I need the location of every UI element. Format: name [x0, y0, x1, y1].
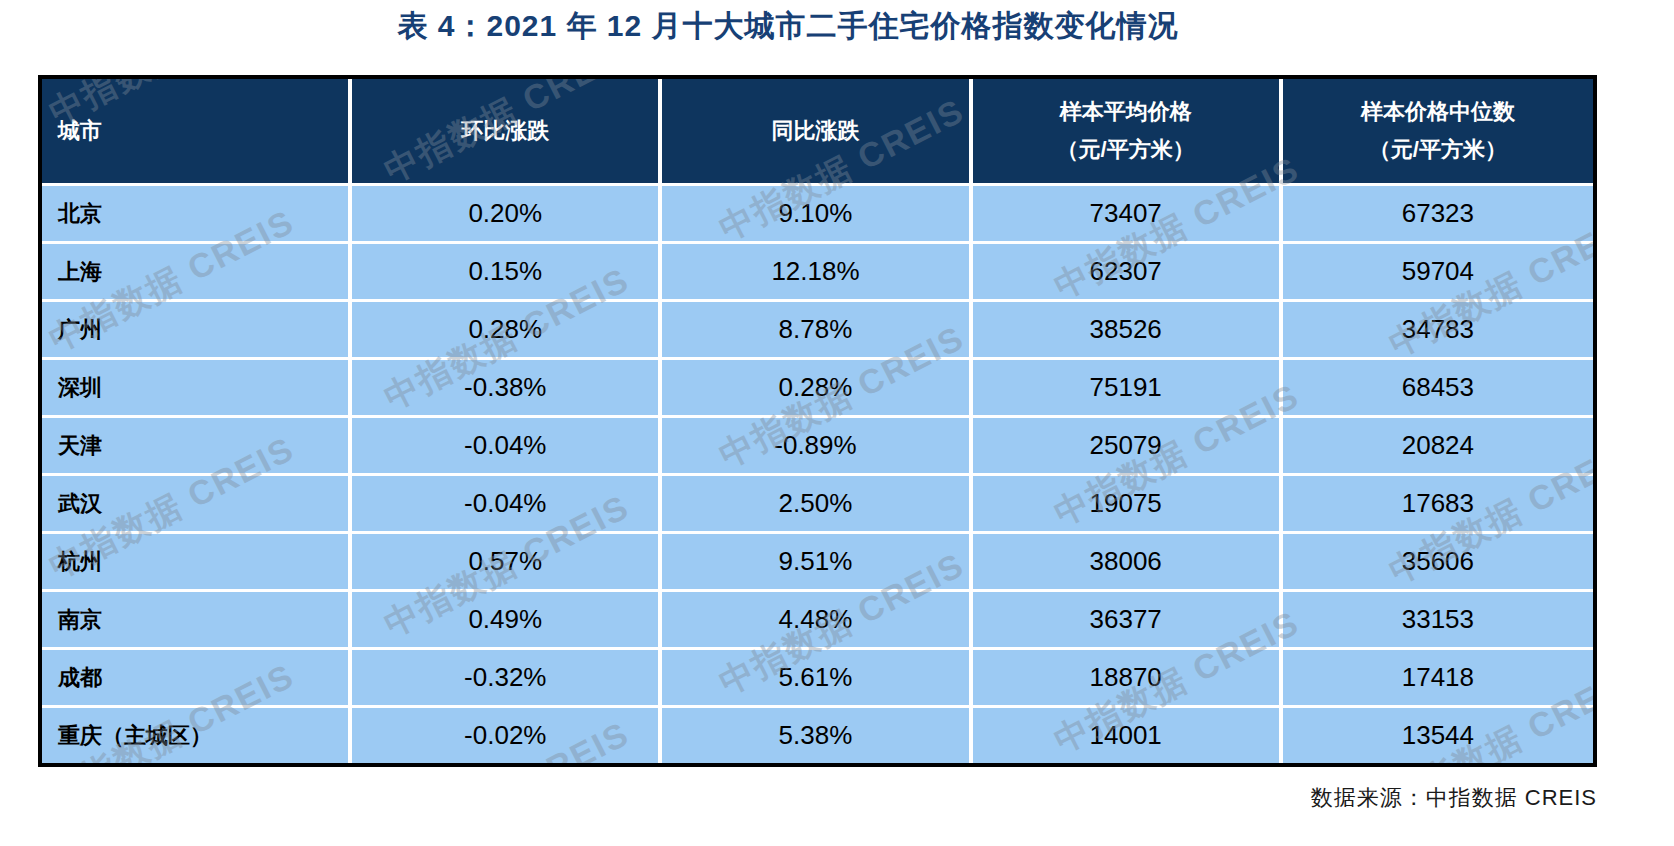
median-price-cell: 34783 — [1283, 302, 1593, 360]
table-row: 成都-0.32%5.61%1887017418 — [42, 650, 1593, 708]
median-price-cell: 35606 — [1283, 534, 1593, 592]
table-row: 武汉-0.04%2.50%1907517683 — [42, 476, 1593, 534]
city-cell: 成都 — [42, 650, 352, 708]
header-city: 城市 — [42, 79, 352, 186]
header-sublabel: （元/平方米） — [973, 131, 1279, 169]
table-row: 广州0.28%8.78%3852634783 — [42, 302, 1593, 360]
median-price-cell: 20824 — [1283, 418, 1593, 476]
city-cell: 深圳 — [42, 360, 352, 418]
header-row: 城市 环比涨跌 同比涨跌 样本平均价格 （元/平方米） — [42, 79, 1593, 186]
mom-change-cell: 0.15% — [352, 244, 662, 302]
mom-change-cell: -0.38% — [352, 360, 662, 418]
header-avg-price: 样本平均价格 （元/平方米） — [973, 79, 1283, 186]
city-cell: 重庆（主城区） — [42, 708, 352, 763]
table-row: 天津-0.04%-0.89%2507920824 — [42, 418, 1593, 476]
yoy-change-cell: 5.61% — [662, 650, 972, 708]
mom-change-cell: -0.02% — [352, 708, 662, 763]
avg-price-cell: 36377 — [973, 592, 1283, 650]
mom-change-cell: -0.04% — [352, 418, 662, 476]
avg-price-cell: 62307 — [973, 244, 1283, 302]
table-row: 重庆（主城区）-0.02%5.38%1400113544 — [42, 708, 1593, 763]
table-row: 南京0.49%4.48%3637733153 — [42, 592, 1593, 650]
median-price-cell: 17683 — [1283, 476, 1593, 534]
table-row: 北京0.20%9.10%7340767323 — [42, 186, 1593, 244]
yoy-change-cell: 0.28% — [662, 360, 972, 418]
median-price-cell: 17418 — [1283, 650, 1593, 708]
avg-price-cell: 38526 — [973, 302, 1283, 360]
avg-price-cell: 75191 — [973, 360, 1283, 418]
city-cell: 武汉 — [42, 476, 352, 534]
mom-change-cell: 0.57% — [352, 534, 662, 592]
avg-price-cell: 38006 — [973, 534, 1283, 592]
median-price-cell: 68453 — [1283, 360, 1593, 418]
header-label: 同比涨跌 — [662, 112, 968, 150]
city-cell: 杭州 — [42, 534, 352, 592]
header-sublabel: （元/平方米） — [1283, 131, 1593, 169]
data-source-note: 数据来源：中指数据 CREIS — [1311, 783, 1597, 813]
city-cell: 南京 — [42, 592, 352, 650]
median-price-cell: 33153 — [1283, 592, 1593, 650]
report-page: 表 4：2021 年 12 月十大城市二手住宅价格指数变化情况 城市 环比涨跌 — [0, 0, 1674, 846]
median-price-cell: 67323 — [1283, 186, 1593, 244]
header-label: 环比涨跌 — [352, 112, 658, 150]
table-row: 杭州0.57%9.51%3800635606 — [42, 534, 1593, 592]
table-row: 深圳-0.38%0.28%7519168453 — [42, 360, 1593, 418]
header-label: 样本价格中位数 — [1283, 93, 1593, 131]
mom-change-cell: -0.32% — [352, 650, 662, 708]
yoy-change-cell: 4.48% — [662, 592, 972, 650]
mom-change-cell: 0.20% — [352, 186, 662, 244]
avg-price-cell: 73407 — [973, 186, 1283, 244]
city-cell: 上海 — [42, 244, 352, 302]
mom-change-cell: 0.28% — [352, 302, 662, 360]
avg-price-cell: 25079 — [973, 418, 1283, 476]
yoy-change-cell: 12.18% — [662, 244, 972, 302]
yoy-change-cell: 8.78% — [662, 302, 972, 360]
price-index-table: 城市 环比涨跌 同比涨跌 样本平均价格 （元/平方米） — [38, 75, 1597, 767]
avg-price-cell: 19075 — [973, 476, 1283, 534]
yoy-change-cell: 9.10% — [662, 186, 972, 244]
yoy-change-cell: -0.89% — [662, 418, 972, 476]
median-price-cell: 13544 — [1283, 708, 1593, 763]
city-cell: 北京 — [42, 186, 352, 244]
mom-change-cell: 0.49% — [352, 592, 662, 650]
header-label: 样本平均价格 — [973, 93, 1279, 131]
yoy-change-cell: 2.50% — [662, 476, 972, 534]
median-price-cell: 59704 — [1283, 244, 1593, 302]
header-median-price: 样本价格中位数 （元/平方米） — [1283, 79, 1593, 186]
data-table: 城市 环比涨跌 同比涨跌 样本平均价格 （元/平方米） — [42, 79, 1593, 763]
avg-price-cell: 14001 — [973, 708, 1283, 763]
header-mom-change: 环比涨跌 — [352, 79, 662, 186]
yoy-change-cell: 5.38% — [662, 708, 972, 763]
header-yoy-change: 同比涨跌 — [662, 79, 972, 186]
yoy-change-cell: 9.51% — [662, 534, 972, 592]
header-label: 城市 — [58, 112, 348, 150]
city-cell: 广州 — [42, 302, 352, 360]
table-title: 表 4：2021 年 12 月十大城市二手住宅价格指数变化情况 — [38, 6, 1538, 47]
avg-price-cell: 18870 — [973, 650, 1283, 708]
table-row: 上海0.15%12.18%6230759704 — [42, 244, 1593, 302]
city-cell: 天津 — [42, 418, 352, 476]
mom-change-cell: -0.04% — [352, 476, 662, 534]
